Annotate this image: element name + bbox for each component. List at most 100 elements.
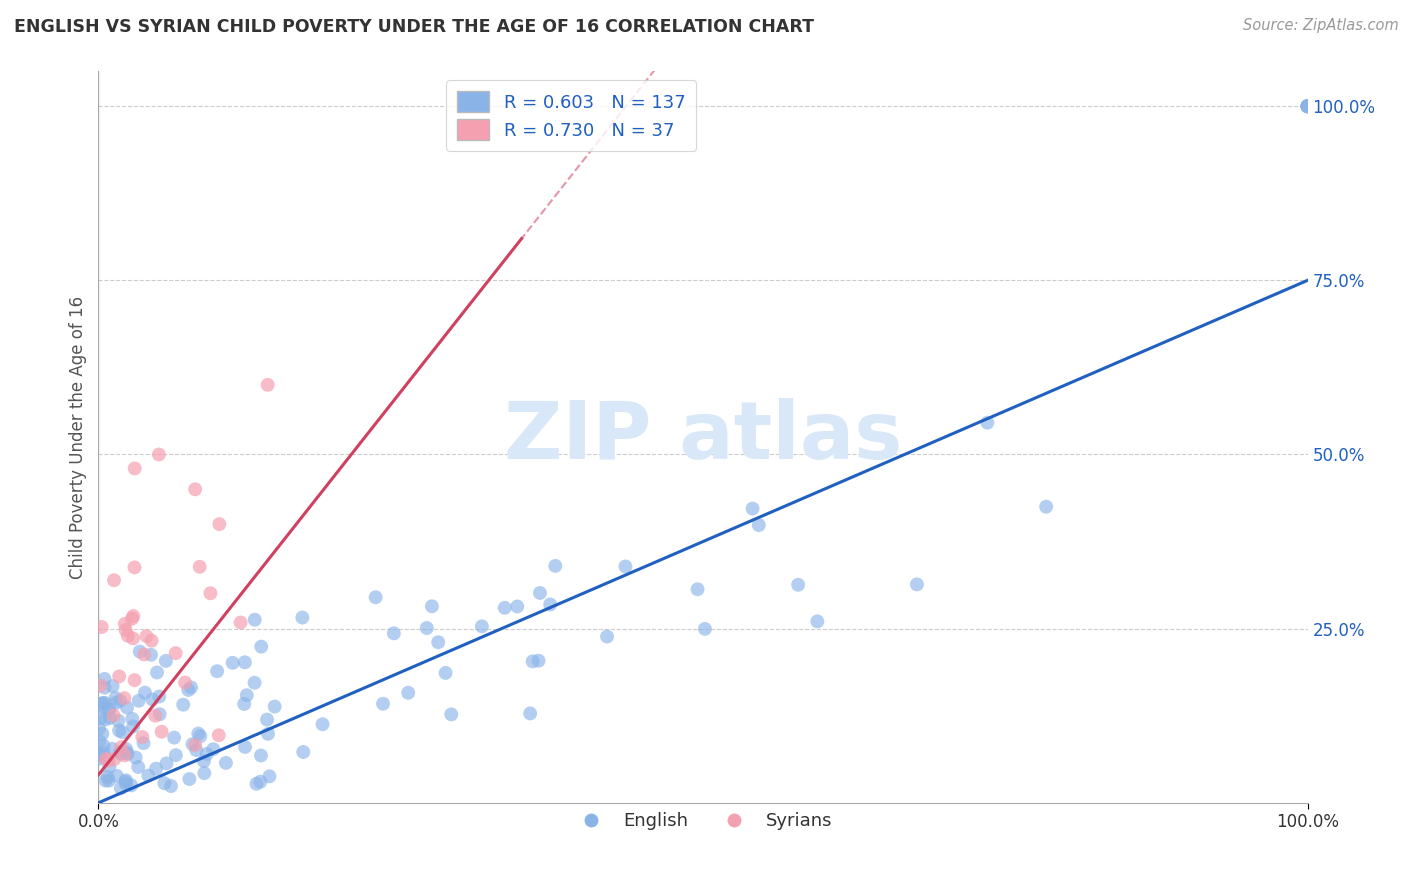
Point <box>382 626 405 640</box>
Point <box>115 700 138 714</box>
Point <box>98 702 121 716</box>
Point <box>256 713 278 727</box>
Point <box>141 633 163 648</box>
Text: ENGLISH VS SYRIAN CHILD POVERTY UNDER THE AGE OF 16 CORRELATION CHART: ENGLISH VS SYRIAN CHILD POVERTY UNDER TH… <box>14 18 814 36</box>
Point <box>114 623 136 637</box>
Point <box>93 672 115 686</box>
Point <box>101 742 124 756</box>
Legend: English, Syrians: English, Syrians <box>567 805 839 838</box>
Point <box>94 752 117 766</box>
Point <box>519 706 541 721</box>
Point <box>1035 500 1057 514</box>
Point <box>122 609 145 624</box>
Point <box>90 620 112 634</box>
Point <box>114 748 136 763</box>
Point <box>160 779 183 793</box>
Point <box>117 629 139 643</box>
Point <box>150 724 173 739</box>
Point <box>208 728 231 742</box>
Point <box>311 717 333 731</box>
Point <box>110 747 132 761</box>
Point <box>153 776 176 790</box>
Point <box>90 679 112 693</box>
Point <box>145 762 167 776</box>
Point <box>127 760 149 774</box>
Point <box>110 745 132 759</box>
Point <box>179 772 201 786</box>
Point <box>110 781 132 796</box>
Point <box>202 742 225 756</box>
Point <box>114 774 136 789</box>
Point <box>416 621 439 635</box>
Y-axis label: Child Poverty Under the Age of 16: Child Poverty Under the Age of 16 <box>69 295 87 579</box>
Point <box>124 461 146 475</box>
Point <box>124 750 146 764</box>
Point <box>138 768 160 782</box>
Point <box>94 712 117 726</box>
Point <box>146 665 169 680</box>
Point <box>177 683 200 698</box>
Point <box>128 694 150 708</box>
Point <box>188 729 211 743</box>
Point <box>186 743 208 757</box>
Point <box>115 746 138 760</box>
Point <box>108 693 131 707</box>
Point <box>165 748 187 763</box>
Point <box>292 745 315 759</box>
Point <box>1296 99 1319 113</box>
Point <box>259 769 281 783</box>
Point <box>976 416 998 430</box>
Point <box>104 690 127 705</box>
Point <box>132 736 155 750</box>
Point <box>1296 99 1319 113</box>
Point <box>155 654 177 668</box>
Point <box>233 739 256 754</box>
Point <box>596 630 619 644</box>
Point <box>471 619 494 633</box>
Point <box>806 615 828 629</box>
Point <box>544 558 567 573</box>
Point <box>148 690 170 704</box>
Point <box>184 738 207 752</box>
Point <box>233 697 256 711</box>
Point <box>529 586 551 600</box>
Point <box>748 518 770 533</box>
Point <box>103 708 125 723</box>
Point <box>155 756 177 771</box>
Point <box>89 751 111 765</box>
Point <box>371 697 394 711</box>
Point <box>108 723 131 738</box>
Point <box>124 560 146 574</box>
Point <box>149 707 172 722</box>
Point <box>243 613 266 627</box>
Point <box>93 739 115 753</box>
Point <box>506 599 529 614</box>
Point <box>243 675 266 690</box>
Point <box>89 734 111 748</box>
Point <box>1296 99 1319 113</box>
Point <box>108 669 131 683</box>
Point <box>165 646 187 660</box>
Point <box>440 707 463 722</box>
Point <box>193 754 215 768</box>
Point <box>249 774 271 789</box>
Point <box>122 719 145 733</box>
Point <box>101 679 124 693</box>
Text: ZIP atlas: ZIP atlas <box>503 398 903 476</box>
Point <box>200 586 222 600</box>
Point <box>174 675 197 690</box>
Point <box>128 644 150 658</box>
Point <box>236 688 259 702</box>
Point <box>115 773 138 788</box>
Point <box>1296 99 1319 113</box>
Point <box>250 748 273 763</box>
Point <box>103 752 125 766</box>
Point <box>97 773 120 788</box>
Point <box>97 703 120 717</box>
Point <box>148 448 170 462</box>
Point <box>233 656 256 670</box>
Point <box>527 654 550 668</box>
Point <box>103 573 125 587</box>
Point <box>131 730 153 744</box>
Point <box>93 700 115 714</box>
